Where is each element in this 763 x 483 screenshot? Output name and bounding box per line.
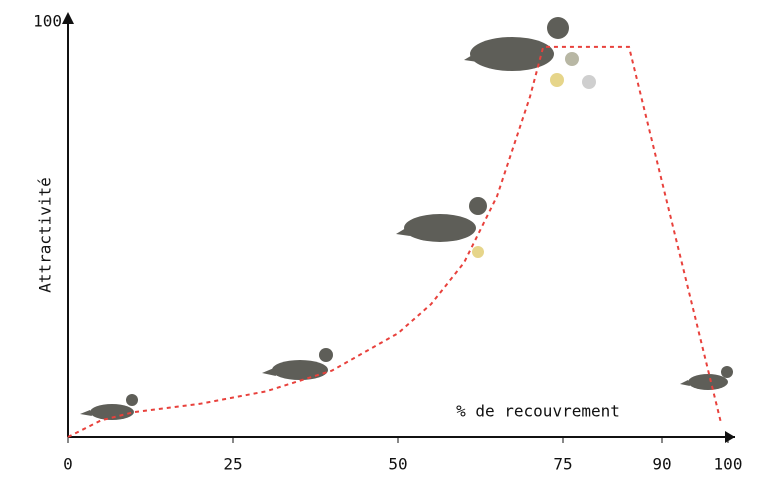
bird	[396, 197, 487, 242]
x-tick-label: 100	[714, 455, 743, 474]
x-tick-label: 0	[63, 455, 73, 474]
x-arrow	[725, 431, 735, 443]
x-axis-label: % de recouvrement	[456, 402, 620, 421]
bird	[464, 17, 569, 71]
x-tick-label: 25	[223, 455, 242, 474]
line	[68, 47, 721, 437]
bird	[262, 348, 333, 380]
bird	[680, 366, 733, 390]
x-tick-label: 90	[652, 455, 671, 474]
y-axis-label: Attractivité	[36, 177, 55, 293]
x-tick-label: 75	[553, 455, 572, 474]
illustrations	[80, 17, 733, 420]
bird	[80, 394, 138, 420]
chart: % de recouvrement Attractivité 0 25 50 75 90…	[0, 0, 763, 479]
x-tick-label: 50	[388, 455, 407, 474]
y-tick-label: 100	[33, 12, 62, 31]
